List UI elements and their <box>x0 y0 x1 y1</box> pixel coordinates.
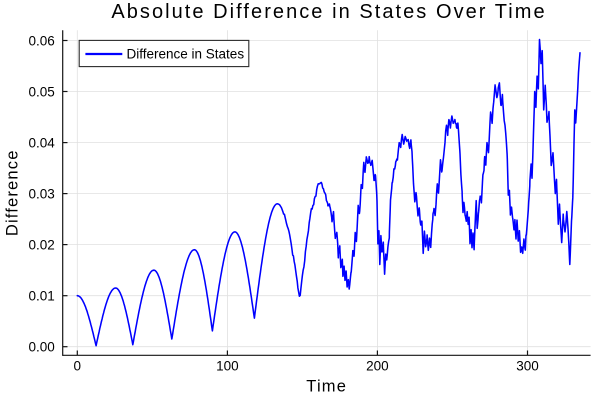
svg-text:300: 300 <box>516 359 539 374</box>
svg-text:200: 200 <box>366 359 389 374</box>
svg-text:0.00: 0.00 <box>29 340 55 355</box>
svg-text:0.01: 0.01 <box>29 289 55 304</box>
svg-text:0.02: 0.02 <box>29 237 55 252</box>
svg-text:Difference in States: Difference in States <box>127 46 245 61</box>
svg-text:Absolute Difference in States: Absolute Difference in States Over Time <box>111 1 546 23</box>
svg-text:0.06: 0.06 <box>29 33 55 48</box>
svg-text:0.04: 0.04 <box>29 135 56 150</box>
svg-text:0.03: 0.03 <box>29 186 55 201</box>
svg-text:0.05: 0.05 <box>29 84 55 99</box>
svg-text:Time: Time <box>306 378 347 396</box>
svg-text:Difference: Difference <box>4 149 22 236</box>
svg-text:100: 100 <box>216 359 239 374</box>
svg-text:0: 0 <box>74 359 82 374</box>
